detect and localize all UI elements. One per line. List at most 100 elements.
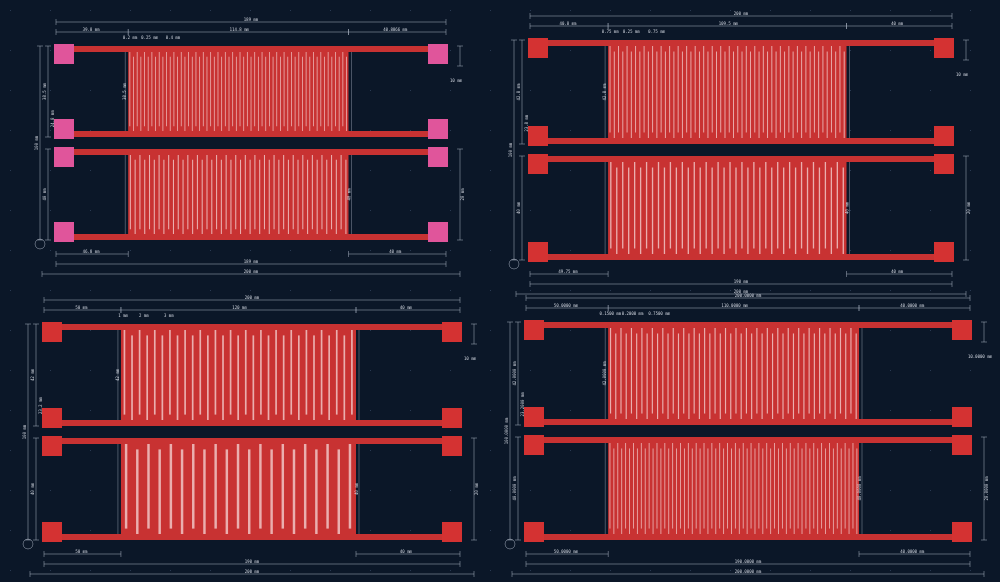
finger-gap <box>707 51 709 138</box>
finger-gap <box>724 51 726 138</box>
grid-dot <box>610 570 611 571</box>
finger-gap <box>316 159 318 234</box>
grid-dot <box>450 130 451 131</box>
grid-dot <box>610 290 611 291</box>
contact-pad[interactable] <box>42 522 62 542</box>
dimension-label: 20.0000 mm <box>984 476 989 501</box>
finger-gap <box>176 335 179 420</box>
grid-dot <box>490 210 491 211</box>
dimension-label: 40 mm <box>400 549 413 554</box>
grid-dot <box>370 290 371 291</box>
dimension-label: 49.75 mm <box>558 269 578 274</box>
contact-pad[interactable] <box>934 154 954 174</box>
contact-pad[interactable] <box>54 147 74 167</box>
contact-pad[interactable] <box>934 38 954 58</box>
contact-pad[interactable] <box>428 44 448 64</box>
finger-gap <box>774 443 776 529</box>
finger-gap <box>221 56 223 131</box>
finger-gap <box>683 328 685 414</box>
contact-pad[interactable] <box>528 38 548 58</box>
contact-pad[interactable] <box>54 44 74 64</box>
contact-pad[interactable] <box>54 119 74 139</box>
dimension-label: 0.25 mm <box>141 35 158 40</box>
grid-dot <box>930 570 931 571</box>
contact-pad[interactable] <box>952 407 972 427</box>
grid-dot <box>570 50 571 51</box>
grid-dot <box>930 10 931 11</box>
contact-pad[interactable] <box>42 322 62 342</box>
contact-pad[interactable] <box>528 126 548 146</box>
contact-pad[interactable] <box>442 322 462 342</box>
contact-pad[interactable] <box>934 126 954 146</box>
contact-pad[interactable] <box>442 522 462 542</box>
finger-gap <box>177 56 178 131</box>
finger-gap <box>139 155 141 230</box>
finger-gap <box>840 448 842 534</box>
contact-pad[interactable] <box>428 147 448 167</box>
finger-gap <box>805 443 807 529</box>
grid-dot <box>490 250 491 251</box>
finger-gap <box>259 444 262 529</box>
finger-gap <box>657 333 659 419</box>
finger-gap <box>855 333 857 419</box>
finger-gap <box>681 51 683 138</box>
finger-gap <box>672 328 674 414</box>
finger-gap <box>663 167 666 254</box>
finger-gap <box>232 52 234 127</box>
contact-pad[interactable] <box>428 222 448 242</box>
grid-dot <box>450 570 451 571</box>
contact-pad[interactable] <box>528 154 548 174</box>
contact-pad[interactable] <box>952 320 972 340</box>
grid-dot <box>570 330 571 331</box>
finger-gap <box>714 328 716 414</box>
contact-pad[interactable] <box>952 435 972 455</box>
grid-dot <box>570 410 571 411</box>
contact-pad[interactable] <box>428 119 448 139</box>
contact-pad[interactable] <box>442 408 462 428</box>
origin-marker <box>22 538 34 550</box>
grid-dot <box>370 330 371 331</box>
dimension-label: 0.7500 mm <box>648 311 670 316</box>
grid-dot <box>850 250 851 251</box>
finger-gap <box>756 328 758 414</box>
finger-gap <box>699 448 701 534</box>
contact-pad[interactable] <box>934 242 954 262</box>
dimension-label: 46.8 mm <box>83 249 100 254</box>
contact-pad[interactable] <box>524 435 544 455</box>
finger-gap <box>648 443 650 529</box>
finger-gap <box>340 155 342 230</box>
contact-pad[interactable] <box>42 436 62 456</box>
finger-gap <box>346 56 347 131</box>
finger-gap <box>265 56 267 131</box>
contact-pad[interactable] <box>42 408 62 428</box>
contact-pad[interactable] <box>524 522 544 542</box>
dimension-label: 40.8866 mm <box>383 27 408 32</box>
contact-pad[interactable] <box>54 222 74 242</box>
contact-pad[interactable] <box>528 242 548 262</box>
finger-gap <box>235 155 237 230</box>
contact-pad[interactable] <box>442 436 462 456</box>
grid-dot <box>410 130 411 131</box>
contact-pad[interactable] <box>524 407 544 427</box>
grid-dot <box>90 370 91 371</box>
finger-gap <box>268 52 270 127</box>
panel-bottom-left: 200 mm 50 mm 120 mm 40 mm 1 mm 2 mm 3 mm 100 mm… <box>22 295 479 577</box>
finger-gap <box>335 330 338 415</box>
contact-pad[interactable] <box>952 522 972 542</box>
contact-pad[interactable] <box>524 320 544 340</box>
dimension-label: 10.0000 mm <box>968 354 993 359</box>
finger-gap <box>177 155 179 230</box>
dimension-label: 40 mm <box>845 201 850 214</box>
finger-gap <box>835 51 837 138</box>
grid-dot <box>930 370 931 371</box>
dimension-label: 40 mm <box>42 188 47 201</box>
finger-gap <box>609 46 611 133</box>
comb-area <box>608 328 859 419</box>
finger-gap <box>673 51 675 138</box>
grid-dot <box>490 410 491 411</box>
finger-gap <box>836 443 838 529</box>
finger-gap <box>703 46 705 133</box>
dimension-label: 42 mm <box>115 368 120 381</box>
finger-gap <box>751 333 753 419</box>
